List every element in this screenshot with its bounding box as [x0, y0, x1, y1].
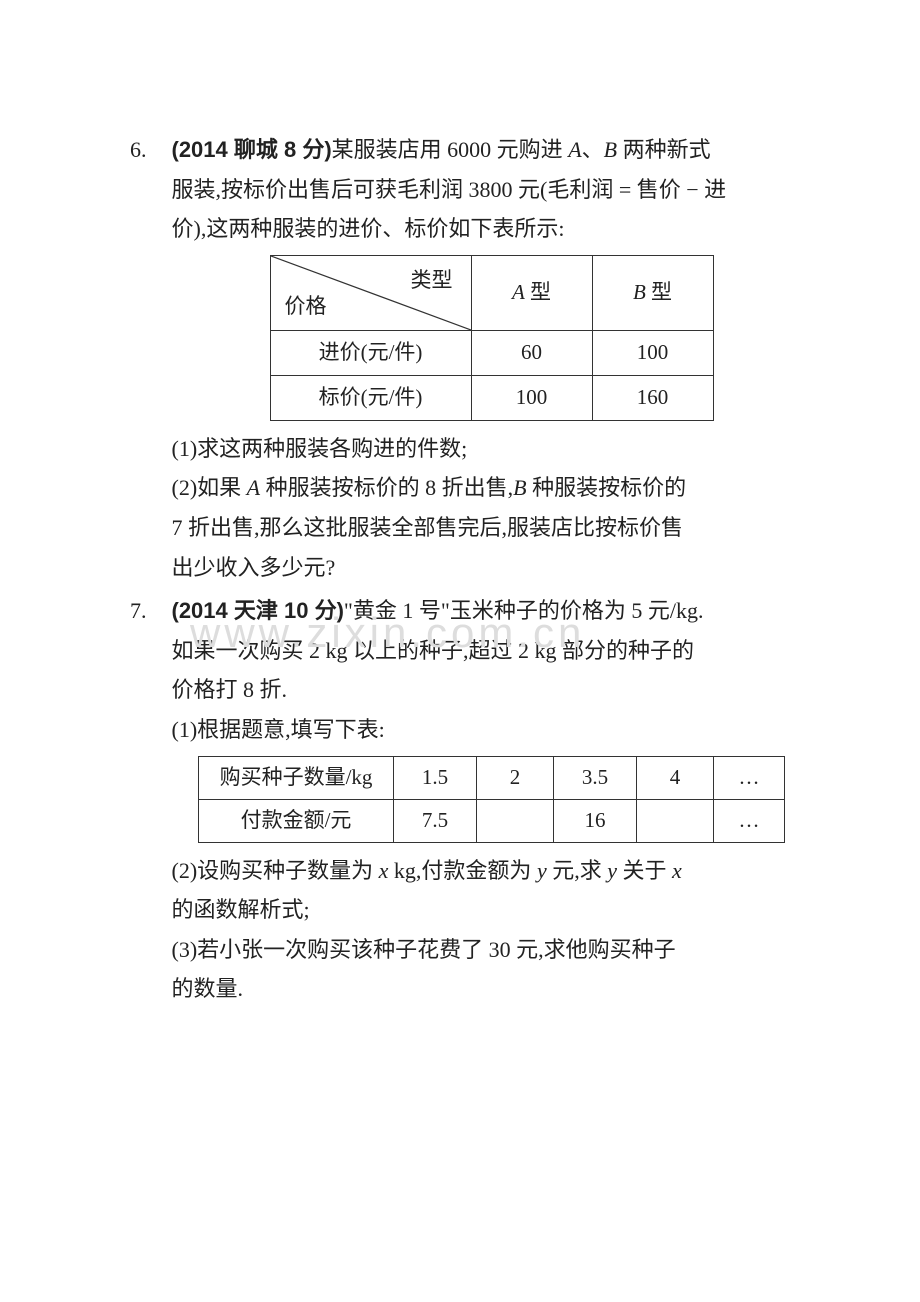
q7-text1: "黄金 1 号"玉米种子的价格为 5 元/kg. — [344, 598, 704, 623]
q6-line2: 服装,按标价出售后可获毛利润 3800 元(毛利润 = 售价 − 进 — [172, 177, 727, 202]
q6-line3: 价),这两种服装的进价、标价如下表所示: — [172, 216, 565, 241]
t2-r1c3: 2 — [477, 756, 554, 799]
q6-text1b: 两种新式 — [623, 137, 711, 162]
t2-r1c6: … — [714, 756, 785, 799]
q7-number: 7. — [130, 591, 166, 631]
col-b-header: B 型 — [592, 255, 713, 330]
t2-r2c2: 7.5 — [394, 799, 477, 842]
q6-table: 类型 价格 A 型 B 型 进价(元/件) 60 100 标价(元/件) 100… — [270, 255, 714, 421]
q7-line3: 价格打 8 折. — [172, 677, 288, 702]
q6-sub1: (1)求这两种服装各购进的件数; — [172, 436, 468, 461]
diag-header-cell: 类型 价格 — [270, 255, 471, 330]
t2-r1c4: 3.5 — [554, 756, 637, 799]
q7-line2: 如果一次购买 2 kg 以上的种子,超过 2 kg 部分的种子的 — [172, 638, 695, 663]
row2-a: 100 — [471, 375, 592, 420]
diag-top-label: 类型 — [411, 262, 453, 300]
q7-source: (2014 天津 10 分) — [172, 598, 344, 623]
row2-b: 160 — [592, 375, 713, 420]
t2-r2c6: … — [714, 799, 785, 842]
q6-number: 6. — [130, 130, 166, 170]
col-a-header: A 型 — [471, 255, 592, 330]
row1-b: 100 — [592, 330, 713, 375]
q6-source: (2014 聊城 8 分) — [172, 137, 332, 162]
row1-a: 60 — [471, 330, 592, 375]
q6-line1: (2014 聊城 8 分)某服装店用 6000 元购进 A、B 两种新式 — [172, 137, 711, 162]
q7-sub5: 的数量. — [172, 976, 244, 1001]
t2-r1c5: 4 — [637, 756, 714, 799]
diag-bottom-label: 价格 — [285, 288, 327, 326]
q6-sub2: (2)如果 A 种服装按标价的 8 折出售,B 种服装按标价的 — [172, 475, 687, 500]
t2-r2c5 — [637, 799, 714, 842]
q7-line1: (2014 天津 10 分)"黄金 1 号"玉米种子的价格为 5 元/kg. — [172, 598, 704, 623]
q7-table: 购买种子数量/kg 1.5 2 3.5 4 … 付款金额/元 7.5 16 … — [198, 756, 785, 843]
var-A: A — [568, 137, 581, 162]
t2-r2c3 — [477, 799, 554, 842]
row2-label: 标价(元/件) — [270, 375, 471, 420]
q6-text1: 某服装店用 6000 元购进 — [332, 137, 563, 162]
q7-sub3: 的函数解析式; — [172, 897, 310, 922]
q6-sub3: 7 折出售,那么这批服装全部售完后,服装店比按标价售 — [172, 515, 684, 540]
t2-r1c2: 1.5 — [394, 756, 477, 799]
var-B: B — [604, 137, 617, 162]
t2-r2c4: 16 — [554, 799, 637, 842]
q6-sub4: 出少收入多少元? — [172, 555, 336, 580]
t2-r1c1: 购买种子数量/kg — [199, 756, 394, 799]
q7-sub2: (2)设购买种子数量为 x kg,付款金额为 y 元,求 y 关于 x — [172, 858, 682, 883]
row1-label: 进价(元/件) — [270, 330, 471, 375]
q7-sub1: (1)根据题意,填写下表: — [172, 717, 385, 742]
q7-sub4: (3)若小张一次购买该种子花费了 30 元,求他购买种子 — [172, 937, 676, 962]
t2-r2c1: 付款金额/元 — [199, 799, 394, 842]
